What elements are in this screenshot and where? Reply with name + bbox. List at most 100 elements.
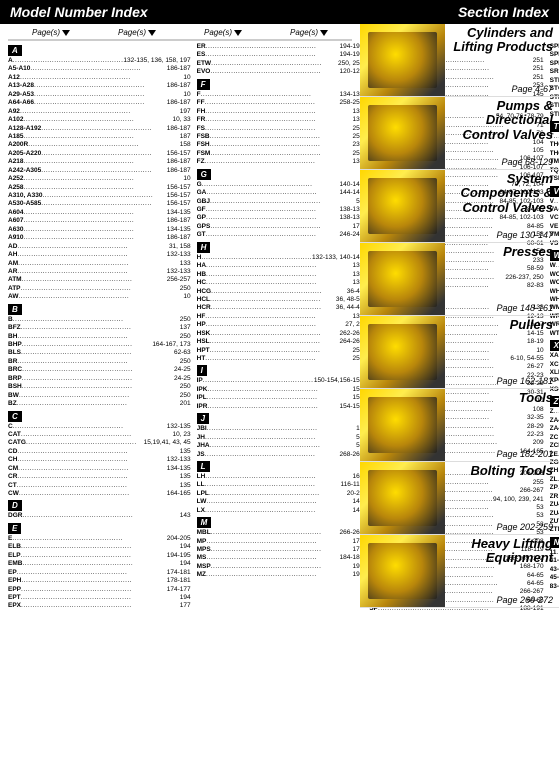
dots	[17, 473, 179, 481]
index-entry: A13-A28 186-187	[8, 82, 191, 90]
dots	[17, 333, 179, 341]
index-entry: MSP193	[197, 563, 364, 571]
page-ref: 186-187	[167, 82, 191, 90]
model-number: AH	[8, 251, 17, 259]
model-number: LH	[197, 473, 206, 481]
page-ref: 132-135, 136, 158, 197	[123, 57, 190, 65]
page-ref: 135	[180, 482, 191, 490]
model-number: IPL	[197, 394, 207, 402]
section-page: Page 68-129	[447, 157, 553, 167]
page-ref: 250	[180, 383, 191, 391]
dots	[21, 602, 180, 610]
dots	[17, 243, 169, 251]
page-ref: 156-157	[167, 200, 191, 208]
dots	[21, 552, 167, 560]
dots	[12, 535, 166, 543]
index-entry: A5-A10186-187	[8, 65, 191, 73]
header-left: Model Number Index	[10, 4, 148, 20]
dots	[21, 285, 180, 293]
letter-header: G	[197, 169, 211, 180]
model-number: BH	[8, 333, 17, 341]
section-thumbnail	[360, 170, 445, 242]
page-ref: 143	[180, 512, 191, 520]
index-entry: H132-133, 140-141	[197, 254, 364, 262]
dots	[211, 288, 347, 296]
dots	[205, 434, 356, 442]
dots	[205, 51, 339, 59]
section-card[interactable]: Bolting ToolsPage 202-259	[360, 462, 559, 535]
model-number: FSB	[197, 133, 210, 141]
dots	[24, 158, 167, 166]
model-number: A13-A28	[8, 82, 34, 90]
page-ref: 250	[180, 285, 191, 293]
index-entry: CD135	[8, 448, 191, 456]
dots	[202, 181, 340, 189]
dots	[34, 91, 183, 99]
model-number: BW	[8, 392, 19, 400]
model-number: A530-A585	[8, 200, 41, 208]
dots	[207, 403, 339, 411]
index-entry: AM133	[8, 260, 191, 268]
letter-header: D	[8, 500, 22, 511]
index-entry: BSH250	[8, 383, 191, 391]
section-card[interactable]: PullersPage 162-181	[360, 316, 559, 389]
dots	[18, 293, 183, 301]
page-ref: 135	[180, 448, 191, 456]
dots	[206, 262, 352, 270]
section-page: Page 4-67	[447, 84, 553, 94]
page-ref: 135	[180, 473, 191, 481]
dots	[17, 251, 166, 259]
index-entry: EPH178-181	[8, 577, 191, 585]
section-card[interactable]: Pumps & Directional Control ValvesPage 6…	[360, 97, 559, 170]
section-thumbnail	[360, 535, 445, 607]
index-entry: BHP164-167, 173	[8, 341, 191, 349]
section-card[interactable]: Heavy Lifting EquipmentPage 260-272	[360, 535, 559, 608]
section-card[interactable]: PressesPage 148-161	[360, 243, 559, 316]
page-ref: 204-205	[167, 535, 191, 543]
model-number: MP	[197, 538, 207, 546]
model-number: ES	[197, 51, 206, 59]
index-column: ER194-195ES194-195ETW250, 251EVO120-121F…	[197, 43, 364, 614]
dots	[211, 529, 340, 537]
dots	[42, 192, 166, 200]
dots	[201, 91, 340, 99]
index-entry: HSL264-265	[197, 338, 364, 346]
model-number: A185	[8, 133, 24, 141]
model-number: ELP	[8, 552, 21, 560]
page-ref: 31, 158	[169, 243, 191, 251]
index-entry: A242-A305186-187	[8, 167, 191, 175]
page-ref: 10	[183, 74, 190, 82]
model-number: EPT	[8, 594, 21, 602]
index-entry: BH250	[8, 333, 191, 341]
section-card[interactable]: System Components & Control ValvesPage 1…	[360, 170, 559, 243]
index-entry: IPR154-155	[197, 403, 364, 411]
index-entry: EPT194	[8, 594, 191, 602]
dots	[24, 133, 180, 141]
index-entry: A92197	[8, 108, 191, 116]
index-entry: IPK158	[197, 386, 364, 394]
model-number: A218	[8, 158, 24, 166]
dots	[210, 442, 356, 450]
index-entry: CT135	[8, 482, 191, 490]
section-thumbnail	[360, 97, 445, 169]
model-number: A205-A220	[8, 150, 41, 158]
index-entry: JH56	[197, 434, 364, 442]
main-content: Page(s) Page(s) Page(s) Page(s) AA132-13…	[0, 24, 559, 618]
dots	[17, 569, 167, 577]
model-number: AD	[8, 243, 17, 251]
index-entry: IPL158	[197, 394, 364, 402]
page-ref: 132-133	[167, 456, 191, 464]
section-text: Bolting ToolsPage 202-259	[445, 462, 559, 534]
section-card[interactable]: ToolsPage 182-201	[360, 389, 559, 462]
index-entry: EVO120-121	[197, 68, 364, 76]
index-entry: ELB194	[8, 543, 191, 551]
page-ref: 24-25	[174, 366, 191, 374]
section-card[interactable]: Cylinders and Lifting ProductsPage 4-67	[360, 24, 559, 97]
model-number: HC	[197, 279, 206, 287]
index-entry: EPX177	[8, 602, 191, 610]
section-title: Pullers	[447, 318, 553, 332]
dots	[205, 507, 353, 515]
dots	[21, 586, 167, 594]
section-page: Page 148-161	[447, 303, 553, 313]
index-entry: JHA56	[197, 442, 364, 450]
